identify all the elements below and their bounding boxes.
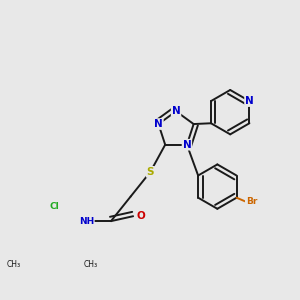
Text: N: N <box>172 106 180 116</box>
Text: S: S <box>147 167 154 177</box>
Text: CH₃: CH₃ <box>6 260 20 269</box>
Text: CH₃: CH₃ <box>83 260 98 269</box>
Text: N: N <box>245 96 254 106</box>
Text: N: N <box>154 119 163 129</box>
Text: Br: Br <box>246 197 257 206</box>
Text: NH: NH <box>79 217 94 226</box>
Text: Cl: Cl <box>50 202 59 211</box>
Text: N: N <box>182 140 191 150</box>
Text: O: O <box>136 211 145 221</box>
